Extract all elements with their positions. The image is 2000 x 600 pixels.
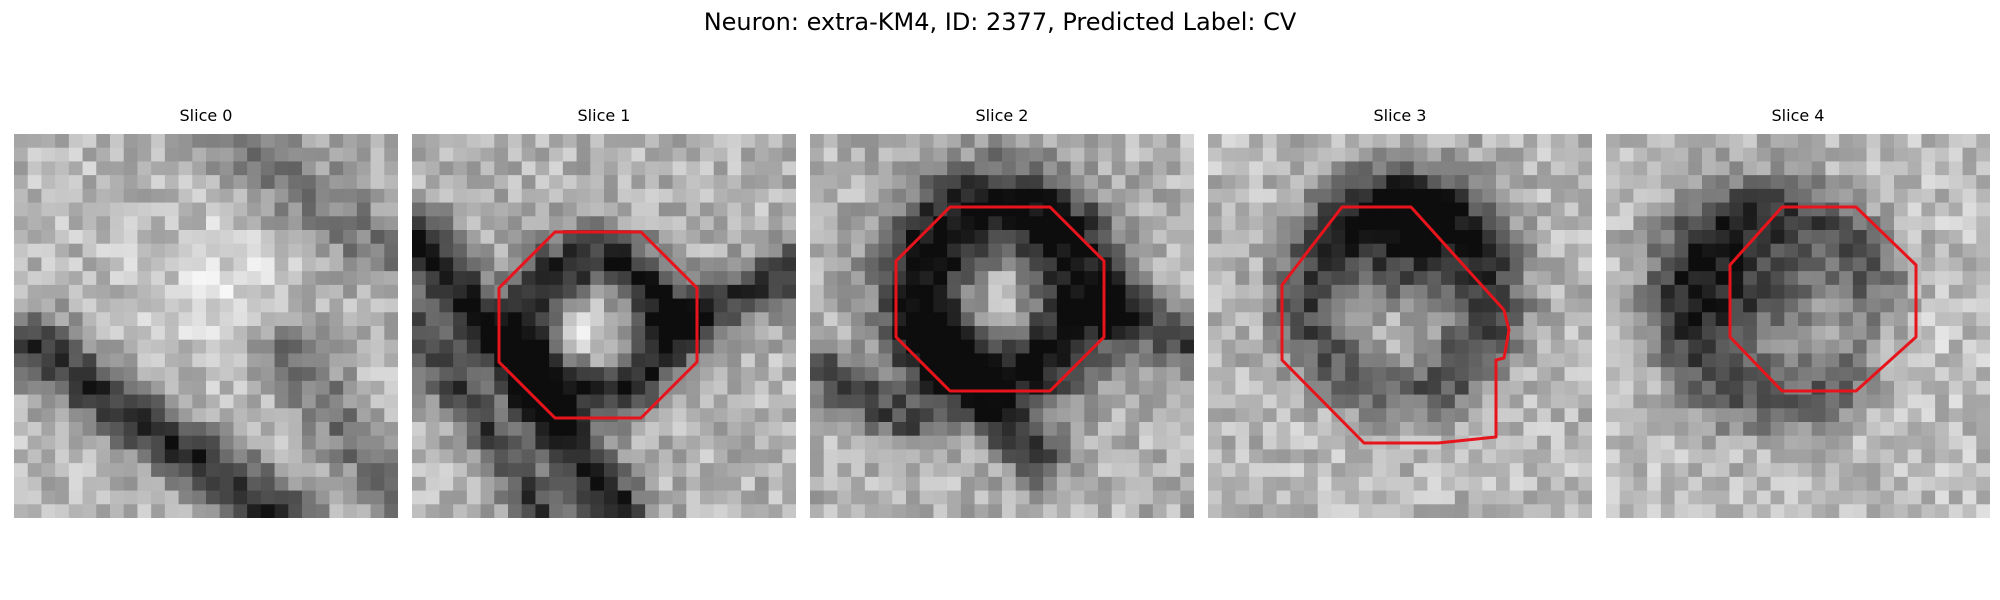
slice-panel-0: Slice 0 [14,106,398,518]
roi-outline [894,205,1106,393]
slice-image [412,134,796,518]
slice-panel-4: Slice 4 [1606,106,1990,518]
slice-panel-1: Slice 1 [412,106,796,518]
roi-outline [1280,205,1511,445]
slice-title: Slice 1 [577,106,631,125]
roi-outline [497,230,699,420]
slice-title: Slice 0 [179,106,233,125]
slice-title: Slice 4 [1771,106,1825,125]
slice-3-svg [1208,134,1592,518]
slice-title: Slice 2 [975,106,1029,125]
slice-panel-2: Slice 2 [810,106,1194,518]
slice-2-svg [810,134,1194,518]
slice-image [1606,134,1990,518]
slice-1-svg [412,134,796,518]
slice-title: Slice 3 [1373,106,1427,125]
slice-image [14,134,398,518]
slice-panel-3: Slice 3 [1208,106,1592,518]
slice-4-svg [1606,134,1990,518]
slice-image [1208,134,1592,518]
slice-0-svg [14,134,398,518]
roi-outline [1728,205,1918,393]
figure-title: Neuron: extra-KM4, ID: 2377, Predicted L… [703,8,1297,36]
slice-image [810,134,1194,518]
